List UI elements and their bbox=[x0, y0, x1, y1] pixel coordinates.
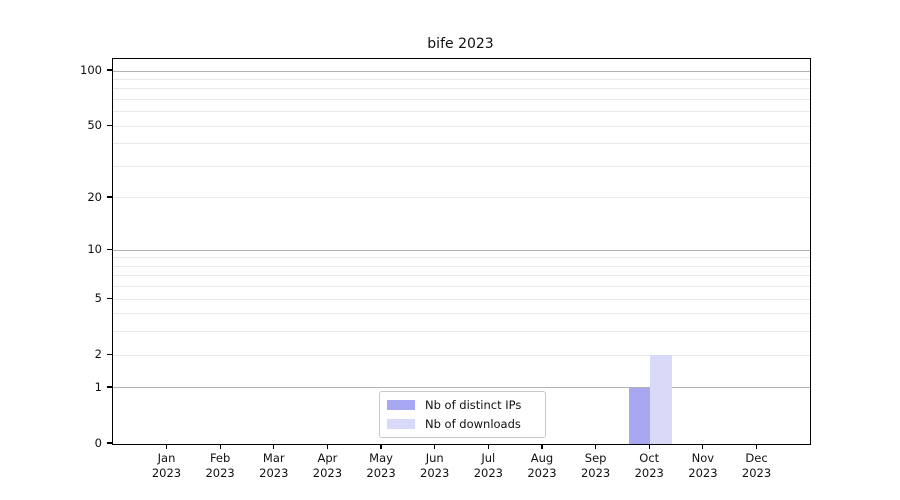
x-tick-label-jan: Jan 2023 bbox=[151, 451, 182, 480]
gridline-minor-70 bbox=[113, 98, 810, 100]
gridline-minor-5 bbox=[113, 298, 810, 300]
x-tick-mark-jan bbox=[165, 444, 168, 449]
x-tick-mark-may bbox=[380, 444, 382, 449]
y-tick-mark-50 bbox=[106, 124, 112, 126]
x-tick-mark-aug bbox=[541, 444, 543, 449]
legend: Nb of distinct IPs Nb of downloads bbox=[379, 391, 546, 438]
x-tick-label-jul: Jul 2023 bbox=[473, 451, 503, 480]
y-tick-label-10: 10 bbox=[87, 242, 102, 257]
y-tick-mark-100 bbox=[106, 69, 112, 71]
y-tick-mark-10 bbox=[106, 248, 112, 250]
gridline-minor-2 bbox=[113, 354, 810, 356]
legend-label-downloads: Nb of downloads bbox=[425, 417, 521, 431]
x-tick-label-sep: Sep 2023 bbox=[580, 451, 611, 480]
gridline-minor-6 bbox=[113, 286, 810, 288]
gridline-minor-90 bbox=[113, 78, 810, 80]
gridline-minor-3 bbox=[113, 331, 810, 333]
legend-item-downloads: Nb of downloads bbox=[387, 416, 537, 432]
y-tick-label-5: 5 bbox=[94, 291, 102, 306]
x-tick-mark-nov bbox=[702, 444, 704, 449]
gridline-minor-40 bbox=[113, 143, 810, 145]
x-tick-label-apr: Apr 2023 bbox=[312, 451, 343, 480]
bar-downloads-oct bbox=[650, 355, 672, 444]
x-tick-label-jun: Jun 2023 bbox=[420, 451, 450, 480]
gridline-minor-8 bbox=[113, 265, 810, 267]
chart-title: bife 2023 bbox=[427, 36, 494, 52]
y-tick-label-0: 0 bbox=[94, 436, 102, 450]
x-tick-mark-jun bbox=[434, 444, 436, 449]
plot-area bbox=[112, 58, 811, 445]
x-tick-label-feb: Feb 2023 bbox=[205, 451, 235, 480]
gridline-major-100 bbox=[113, 70, 810, 72]
x-tick-mark-sep bbox=[595, 444, 597, 449]
y-tick-label-1: 1 bbox=[94, 379, 102, 394]
y-tick-label-100: 100 bbox=[80, 63, 102, 77]
x-tick-label-aug: Aug 2023 bbox=[527, 451, 557, 480]
gridline-minor-80 bbox=[113, 88, 810, 90]
x-tick-mark-jul bbox=[487, 444, 489, 449]
x-tick-mark-apr bbox=[326, 444, 328, 449]
legend-label-distinct-ips: Nb of distinct IPs bbox=[425, 398, 522, 412]
x-tick-label-mar: Mar 2023 bbox=[259, 451, 289, 480]
gridline-major-1 bbox=[113, 387, 810, 389]
x-tick-mark-mar bbox=[273, 444, 275, 449]
x-tick-mark-oct bbox=[648, 444, 650, 449]
x-tick-label-dec: Dec 2023 bbox=[741, 451, 772, 480]
gridline-minor-7 bbox=[113, 275, 810, 277]
y-tick-mark-20 bbox=[106, 196, 112, 198]
legend-swatch-downloads-icon bbox=[387, 419, 415, 429]
x-tick-label-may: May 2023 bbox=[366, 451, 396, 480]
y-tick-mark-5 bbox=[106, 297, 112, 299]
x-tick-label-oct: Oct 2023 bbox=[634, 451, 664, 480]
gridline-minor-4 bbox=[113, 313, 810, 315]
x-tick-mark-feb bbox=[219, 444, 221, 449]
legend-item-distinct-ips: Nb of distinct IPs bbox=[387, 397, 537, 413]
y-tick-mark-1 bbox=[106, 386, 112, 388]
gridline-minor-30 bbox=[113, 165, 810, 167]
y-tick-label-2: 2 bbox=[94, 347, 102, 362]
x-tick-label-nov: Nov 2023 bbox=[688, 451, 718, 480]
gridline-minor-50 bbox=[113, 125, 810, 127]
x-tick-mark-dec bbox=[755, 444, 758, 449]
legend-swatch-distinct-ips-icon bbox=[387, 400, 415, 410]
gridline-minor-9 bbox=[113, 257, 810, 259]
gridline-major-10 bbox=[113, 249, 810, 251]
y-tick-label-50: 50 bbox=[87, 118, 102, 133]
gridline-minor-20 bbox=[113, 197, 810, 199]
y-tick-mark-0 bbox=[106, 442, 112, 444]
bar-distinct-ips-oct bbox=[628, 387, 651, 444]
y-tick-label-20: 20 bbox=[87, 189, 102, 204]
y-tick-mark-2 bbox=[106, 353, 112, 355]
gridline-minor-60 bbox=[113, 111, 810, 113]
